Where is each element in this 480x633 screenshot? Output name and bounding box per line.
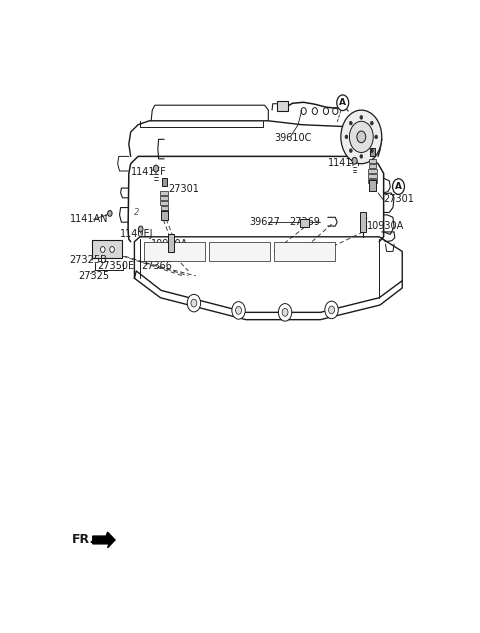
Text: FR.: FR. [72, 534, 95, 546]
Text: A: A [395, 182, 402, 191]
Text: 1141FF: 1141FF [328, 158, 363, 168]
Circle shape [110, 246, 114, 253]
Circle shape [187, 294, 201, 312]
Bar [92, 240, 122, 258]
Bar [161, 211, 168, 215]
Bar [369, 164, 376, 168]
Circle shape [337, 95, 348, 111]
Circle shape [232, 302, 245, 319]
Circle shape [375, 135, 378, 139]
Bar [369, 180, 376, 191]
Text: 1141FF: 1141FF [131, 168, 167, 177]
Circle shape [154, 165, 158, 172]
Bar [370, 147, 375, 156]
Circle shape [100, 246, 105, 253]
Circle shape [108, 211, 112, 216]
Bar [168, 234, 174, 253]
Bar [160, 196, 168, 200]
Bar [160, 191, 168, 195]
Circle shape [191, 299, 197, 307]
Polygon shape [93, 532, 115, 548]
Circle shape [371, 149, 373, 153]
Circle shape [341, 110, 382, 164]
Circle shape [349, 122, 373, 153]
Circle shape [393, 179, 405, 194]
Bar [360, 213, 366, 232]
Bar [368, 179, 377, 183]
Circle shape [349, 121, 352, 125]
Circle shape [349, 149, 352, 153]
Circle shape [371, 121, 373, 125]
Text: 27369: 27369 [289, 217, 320, 227]
Circle shape [329, 306, 335, 314]
Text: 27325: 27325 [79, 271, 110, 281]
Circle shape [352, 158, 357, 164]
Text: A: A [339, 98, 346, 107]
Circle shape [360, 115, 363, 120]
Text: 39627: 39627 [249, 217, 280, 227]
Bar [368, 174, 377, 178]
Circle shape [360, 154, 363, 158]
Circle shape [325, 301, 338, 318]
Circle shape [345, 135, 348, 139]
Text: 27301: 27301 [384, 194, 415, 204]
Bar [161, 211, 168, 220]
Bar [160, 201, 168, 204]
Text: 39610C: 39610C [274, 134, 311, 143]
Text: 1140EJ: 1140EJ [120, 229, 153, 239]
Text: 10930A: 10930A [367, 220, 404, 230]
Circle shape [236, 306, 241, 315]
Bar [276, 101, 288, 111]
Circle shape [282, 308, 288, 316]
Bar [162, 179, 167, 186]
Text: 1141AN: 1141AN [70, 214, 108, 224]
Bar [144, 242, 205, 261]
Bar [369, 160, 376, 163]
Text: 10930A: 10930A [151, 239, 188, 249]
Text: 2: 2 [133, 208, 139, 217]
Circle shape [278, 304, 292, 321]
Bar [209, 242, 270, 261]
Text: 27325B: 27325B [70, 255, 108, 265]
Circle shape [357, 131, 366, 142]
Text: 27301: 27301 [168, 184, 199, 194]
Bar [274, 242, 335, 261]
Bar [368, 169, 377, 173]
Bar [300, 219, 309, 227]
Text: 27366: 27366 [141, 261, 172, 271]
Circle shape [139, 226, 143, 232]
Bar [160, 206, 168, 210]
Text: 27350E: 27350E [97, 261, 134, 271]
